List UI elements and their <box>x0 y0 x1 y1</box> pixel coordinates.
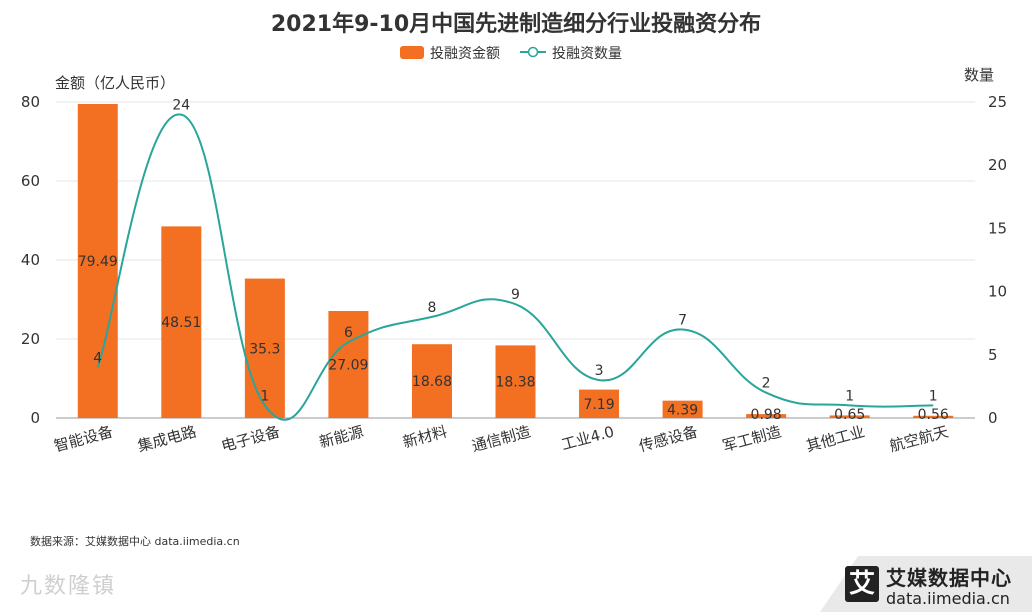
y-right-tick-label: 15 <box>988 219 1007 237</box>
data-source-note: 数据来源：艾媒数据中心 data.iimedia.cn <box>30 535 240 548</box>
x-category-label: 智能设备 <box>52 422 115 455</box>
brand-logo-icon: 艾 <box>845 566 879 602</box>
x-category-label: 通信制造 <box>470 422 533 455</box>
count-value-label: 6 <box>344 325 353 341</box>
bar-8 <box>662 400 703 418</box>
count-value-label: 7 <box>678 313 687 329</box>
y-right-tick-label: 25 <box>988 93 1007 111</box>
y-left-tick-label: 80 <box>21 93 40 111</box>
count-value-label: 1 <box>260 388 269 404</box>
bar-value-label: 18.38 <box>495 375 535 391</box>
legend-line-swatch <box>520 46 546 58</box>
x-category-label: 军工制造 <box>721 422 784 455</box>
count-series-line <box>96 113 934 421</box>
y-left-tick-label: 20 <box>21 330 40 348</box>
y-right-tick-label: 0 <box>988 409 998 427</box>
count-value-label: 2 <box>762 376 771 392</box>
x-category-label: 集成电路 <box>136 422 199 455</box>
bar-11 <box>913 415 954 418</box>
y-left-tick-label: 40 <box>21 251 40 269</box>
y-right-tick-label: 5 <box>988 346 998 364</box>
x-category-label: 其他工业 <box>804 422 867 455</box>
bar-value-label: 35.3 <box>249 341 280 357</box>
legend-label-amount: 投融资金额 <box>430 46 500 62</box>
count-value-label: 3 <box>595 363 604 379</box>
bar-7 <box>579 389 620 418</box>
bar-value-label: 18.68 <box>412 374 452 390</box>
bar-value-label: 0.65 <box>834 407 865 423</box>
x-category-label: 传感设备 <box>637 422 700 455</box>
bar-4 <box>328 310 369 418</box>
x-category-label: 新材料 <box>401 422 449 451</box>
bar-3 <box>244 278 285 418</box>
count-value-label: 1 <box>929 388 938 404</box>
count-value-label: 4 <box>93 350 102 366</box>
y-axis-left-title: 金额（亿人民币） <box>55 74 176 92</box>
chart-title: 2021年9-10月中国先进制造细分行业投融资分布 <box>270 12 762 37</box>
y-right-tick-label: 10 <box>988 283 1007 301</box>
x-category-label: 电子设备 <box>219 422 282 455</box>
x-category-label: 航空航天 <box>888 422 951 455</box>
bar-9 <box>746 414 787 418</box>
bar-value-label: 27.09 <box>328 357 368 373</box>
brand-url: data.iimedia.cn <box>886 589 1010 608</box>
y-left-tick-label: 0 <box>30 409 40 427</box>
count-value-label: 8 <box>427 300 436 316</box>
bar-value-label: 48.51 <box>161 315 201 331</box>
bar-value-label: 0.98 <box>751 407 782 423</box>
count-value-label: 9 <box>511 287 520 303</box>
legend-bar-swatch <box>400 46 424 59</box>
count-value-label: 24 <box>172 98 190 114</box>
bar-value-label: 79.49 <box>78 254 118 270</box>
x-category-label: 工业4.0 <box>559 422 616 453</box>
legend-label-count: 投融资数量 <box>552 46 622 62</box>
brand-name: 艾媒数据中心 <box>886 566 1012 590</box>
bar-value-label: 4.39 <box>667 402 698 418</box>
y-right-tick-label: 20 <box>988 156 1007 174</box>
y-axis-right-title: 数量 <box>964 66 995 84</box>
bar-value-label: 7.19 <box>583 397 614 413</box>
count-value-label: 1 <box>845 388 854 404</box>
y-left-tick-label: 60 <box>21 172 40 190</box>
bar-5 <box>411 344 452 418</box>
bar-2 <box>161 226 202 418</box>
bar-value-label: 0.56 <box>918 407 949 423</box>
watermark: 九数隆镇 <box>20 574 117 599</box>
bar-6 <box>495 345 536 418</box>
bar-10 <box>829 415 870 418</box>
x-category-label: 新能源 <box>317 422 365 451</box>
